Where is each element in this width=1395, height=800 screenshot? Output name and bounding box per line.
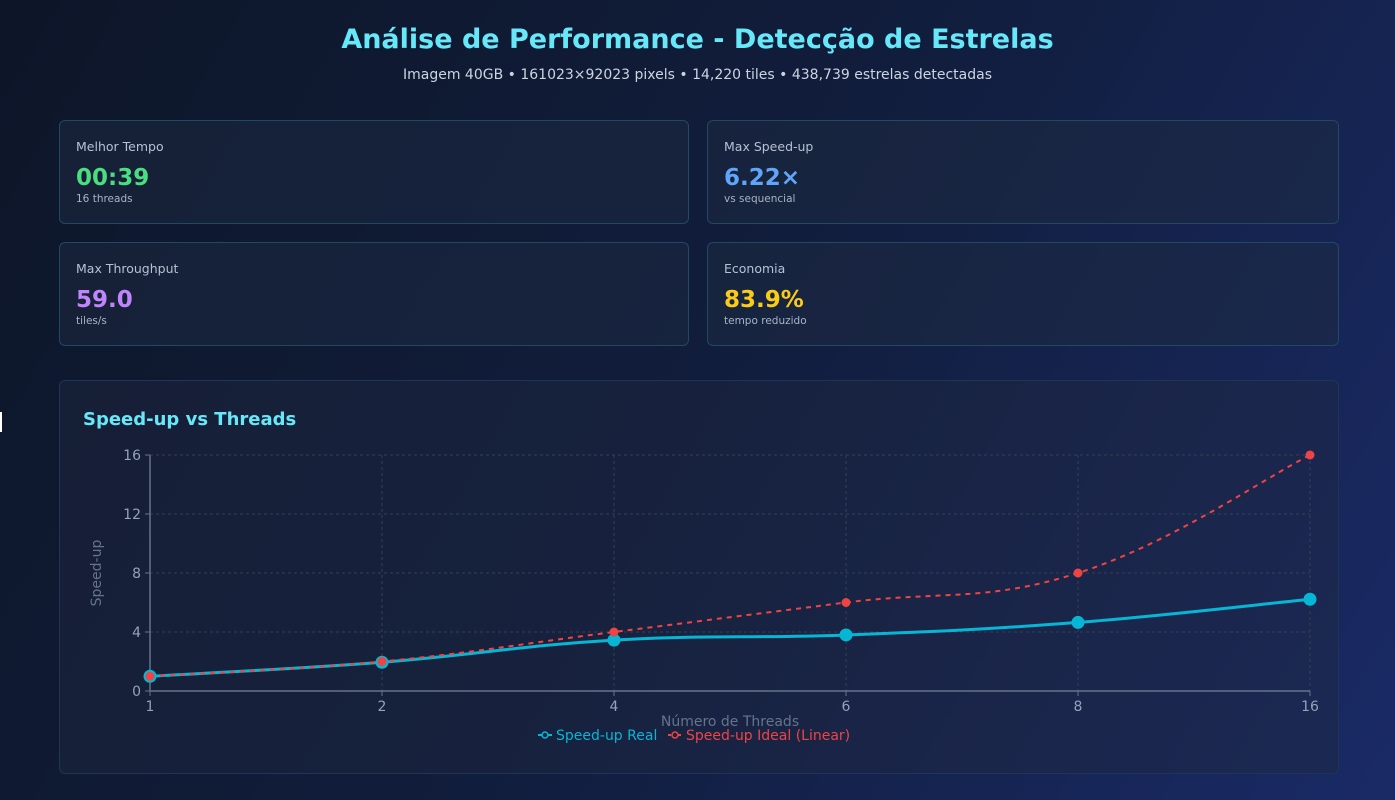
point-ideal	[377, 657, 387, 666]
legend-label: Speed-up Real	[556, 728, 657, 744]
y-tick-label: 16	[123, 448, 141, 464]
x-axis-label: Número de Threads	[661, 714, 799, 730]
chart-panel: Speed-up vs Threads 0 4 8 12 16 1 2 4 6 8 16 Número…	[59, 380, 1339, 774]
x-tick-label: 4	[610, 699, 619, 715]
stat-card-max-speedup: Max Speed-up 6.22× vs sequencial	[707, 120, 1339, 224]
point-ideal	[609, 627, 619, 637]
edge-marker	[0, 412, 2, 432]
chart-title: Speed-up vs Threads	[83, 409, 297, 430]
x-tick-label: 16	[1301, 699, 1319, 715]
point-real	[1071, 615, 1085, 629]
stat-label: Melhor Tempo	[76, 139, 164, 154]
stat-card-economy: Economia 83.9% tempo reduzido	[707, 242, 1339, 346]
y-tick-label: 0	[132, 684, 141, 700]
stat-sub: 16 threads	[76, 193, 133, 205]
page-title: Análise de Performance - Detecção de Est…	[341, 24, 1054, 55]
point-real	[839, 628, 853, 642]
stat-card-max-throughput: Max Throughput 59.0 tiles/s	[59, 242, 689, 346]
y-tick-label: 8	[132, 566, 141, 582]
point-ideal	[1073, 568, 1083, 578]
stat-sub: tempo reduzido	[724, 315, 807, 327]
point-real	[1303, 592, 1317, 606]
stat-value: 83.9%	[724, 287, 804, 313]
x-tick-label: 8	[1074, 699, 1083, 715]
x-tick-label: 1	[146, 699, 155, 715]
legend-label: Speed-up Ideal (Linear)	[686, 728, 850, 744]
series-line-real	[149, 597, 1311, 678]
stat-value: 00:39	[76, 165, 150, 191]
series-line-ideal	[149, 454, 1311, 678]
point-ideal	[841, 598, 851, 607]
stat-sub: tiles/s	[76, 315, 107, 327]
legend-swatch-marker	[541, 731, 549, 739]
point-ideal	[145, 671, 155, 681]
y-tick-label: 4	[132, 625, 141, 641]
stat-label: Economia	[724, 261, 786, 276]
legend-swatch-marker	[671, 731, 679, 739]
stat-card-best-time: Melhor Tempo 00:39 16 threads	[59, 120, 689, 224]
point-real	[607, 633, 621, 647]
point-ideal	[1305, 450, 1315, 460]
stat-label: Max Throughput	[76, 261, 179, 276]
page-subtitle: Imagem 40GB • 161023×92023 pixels • 14,2…	[402, 67, 993, 83]
x-tick-label: 6	[842, 699, 851, 715]
x-tick-label: 2	[378, 699, 387, 715]
stat-label: Max Speed-up	[724, 139, 814, 154]
stat-value: 6.22×	[724, 165, 801, 191]
page-header: Análise de Performance - Detecção de Est…	[0, 22, 1395, 84]
stat-sub: vs sequencial	[724, 193, 796, 205]
y-tick-label: 12	[123, 507, 141, 523]
stat-value: 59.0	[76, 287, 133, 313]
y-axis-label: Speed-up	[89, 540, 105, 607]
